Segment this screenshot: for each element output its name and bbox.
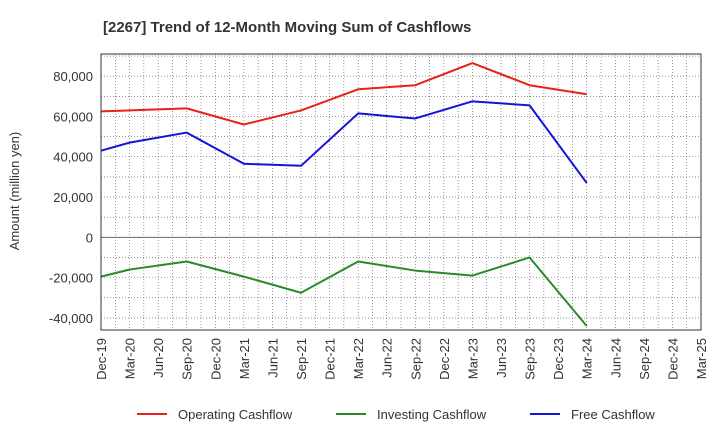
x-tick-label: Jun-21 xyxy=(265,338,280,378)
x-tick-labels: Dec-19 Mar-20 Jun-20 Sep-20 Dec-20 Mar-21 Jun-… xyxy=(94,338,709,380)
x-tick-label: Sep-22 xyxy=(408,338,423,380)
y-tick-label: 40,000 xyxy=(53,150,93,165)
x-tick-label: Mar-24 xyxy=(580,338,595,379)
x-tick-label: Jun-24 xyxy=(608,338,623,378)
legend-label: Free Cashflow xyxy=(571,407,655,422)
y-tick-label: 60,000 xyxy=(53,109,93,124)
legend: Operating Cashflow Investing Cashflow Free… xyxy=(137,407,655,422)
plot-border xyxy=(100,53,702,331)
y-tick-label: 20,000 xyxy=(53,190,93,205)
x-tick-label: Jun-23 xyxy=(494,338,509,378)
x-tick-label: Sep-23 xyxy=(523,338,538,380)
x-tick-label: Dec-24 xyxy=(665,338,680,380)
x-tick-label: Mar-25 xyxy=(694,338,709,379)
series-line xyxy=(100,256,588,327)
x-tick-label: Sep-20 xyxy=(180,338,195,380)
x-tick-label: Mar-21 xyxy=(237,338,252,379)
y-axis-label: Amount (million yen) xyxy=(7,132,22,251)
x-tick-label: Dec-19 xyxy=(94,338,109,380)
legend-label: Operating Cashflow xyxy=(178,407,293,422)
legend-label: Investing Cashflow xyxy=(377,407,487,422)
chart-title: [2267] Trend of 12-Month Moving Sum of C… xyxy=(103,19,471,36)
series-lines xyxy=(100,62,588,327)
y-tick-labels: -40,000 -20,000 0 20,000 40,000 60,000 80,000 xyxy=(49,69,93,326)
y-tick-label: 0 xyxy=(86,230,93,245)
series-line xyxy=(100,100,588,184)
y-tick-label: -20,000 xyxy=(49,271,93,286)
y-tick-label: -40,000 xyxy=(49,311,93,326)
x-tick-label: Jun-22 xyxy=(380,338,395,378)
x-tick-label: Mar-23 xyxy=(465,338,480,379)
x-tick-label: Mar-20 xyxy=(123,338,138,379)
x-tick-label: Dec-21 xyxy=(323,338,338,380)
x-tick-label: Sep-21 xyxy=(294,338,309,380)
series-line xyxy=(100,62,587,126)
x-tick-label: Dec-23 xyxy=(551,338,566,380)
x-tick-label: Sep-24 xyxy=(637,338,652,380)
x-tick-label: Dec-22 xyxy=(437,338,452,380)
y-tick-label: 80,000 xyxy=(53,69,93,84)
x-tick-label: Mar-22 xyxy=(351,338,366,379)
x-tick-label: Dec-20 xyxy=(208,338,223,380)
x-tick-label: Jun-20 xyxy=(151,338,166,378)
